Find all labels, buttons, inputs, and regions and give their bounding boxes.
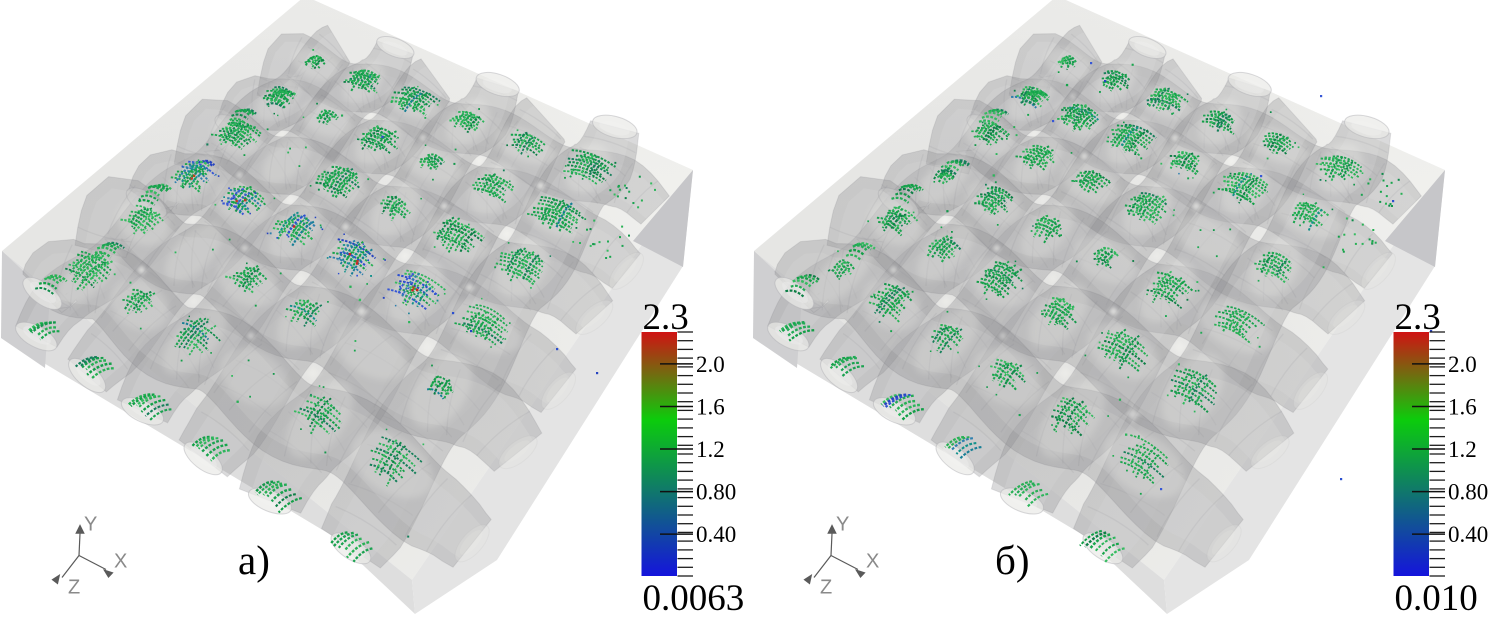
svg-text:0.0063: 0.0063 — [643, 578, 745, 619]
svg-text:0.80: 0.80 — [1448, 480, 1488, 505]
svg-text:1.2: 1.2 — [1448, 437, 1477, 462]
svg-text:2.0: 2.0 — [696, 352, 725, 377]
svg-text:2.3: 2.3 — [643, 297, 689, 338]
svg-text:0.010: 0.010 — [1395, 578, 1478, 619]
svg-text:1.2: 1.2 — [696, 437, 725, 462]
svg-text:1.6: 1.6 — [696, 395, 725, 420]
svg-text:Y: Y — [836, 514, 849, 536]
svg-text:2.0: 2.0 — [1448, 352, 1477, 377]
svg-text:Z: Z — [68, 577, 80, 599]
svg-text:X: X — [114, 551, 127, 573]
svg-text:0.40: 0.40 — [1448, 522, 1488, 547]
svg-text:X: X — [866, 551, 879, 573]
svg-text:2.3: 2.3 — [1395, 297, 1441, 338]
svg-text:Z: Z — [820, 577, 832, 599]
svg-text:1.6: 1.6 — [1448, 395, 1477, 420]
svg-text:0.40: 0.40 — [696, 522, 736, 547]
svg-text:Y: Y — [84, 514, 97, 536]
svg-text:0.80: 0.80 — [696, 480, 736, 505]
svg-text:б): б) — [995, 537, 1030, 583]
svg-text:а): а) — [238, 537, 270, 583]
